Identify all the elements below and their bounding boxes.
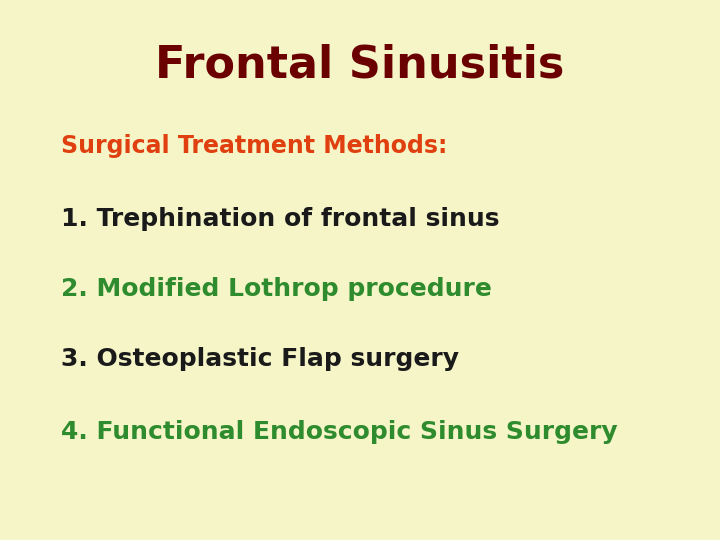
Text: 3. Osteoplastic Flap surgery: 3. Osteoplastic Flap surgery bbox=[61, 347, 459, 371]
Text: Surgical Treatment Methods:: Surgical Treatment Methods: bbox=[61, 134, 448, 158]
Text: 1. Trephination of frontal sinus: 1. Trephination of frontal sinus bbox=[61, 207, 500, 231]
Text: Frontal Sinusitis: Frontal Sinusitis bbox=[156, 43, 564, 86]
Text: 2. Modified Lothrop procedure: 2. Modified Lothrop procedure bbox=[61, 277, 492, 301]
Text: 4. Functional Endoscopic Sinus Surgery: 4. Functional Endoscopic Sinus Surgery bbox=[61, 420, 618, 444]
